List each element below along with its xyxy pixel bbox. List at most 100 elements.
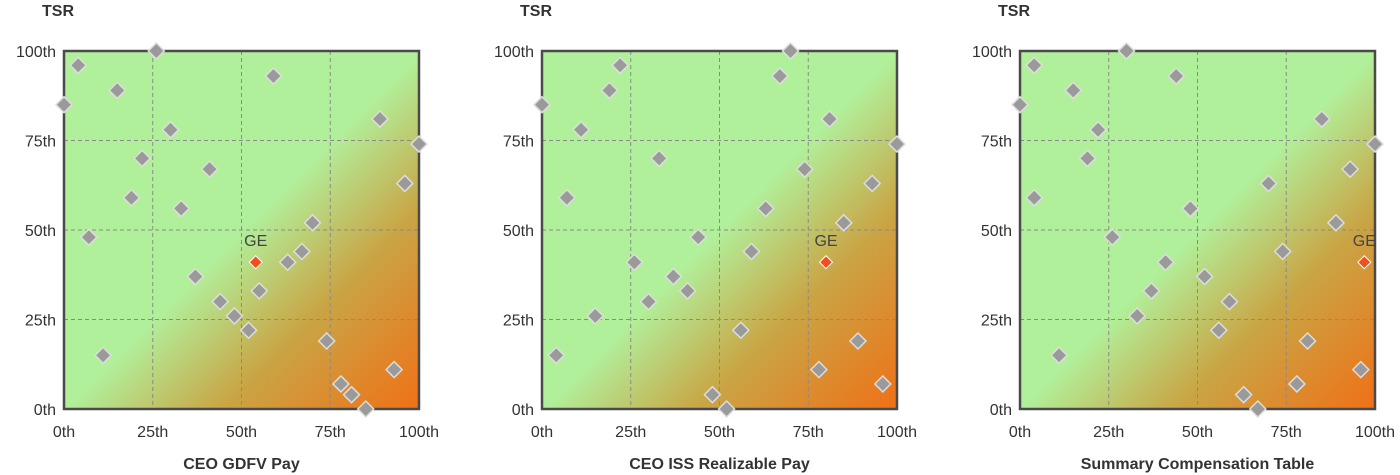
data-point	[1234, 385, 1253, 404]
data-point	[1259, 174, 1278, 193]
data-point	[93, 346, 113, 365]
highlight-label: GE	[814, 233, 837, 250]
data-point	[342, 385, 361, 404]
data-point	[54, 95, 74, 114]
x-tick-label: 75th	[1271, 424, 1302, 441]
data-point	[1209, 321, 1228, 340]
data-point	[239, 321, 258, 340]
data-point	[887, 135, 907, 154]
data-point	[1167, 66, 1186, 86]
data-point	[133, 149, 152, 168]
data-point	[1298, 331, 1317, 351]
data-point	[1156, 253, 1175, 272]
chart-iss: TSR 0th 25th 50th 75th 100th 0th 25th 50th 75th 10…	[494, 3, 917, 473]
data-point	[731, 321, 750, 340]
data-point	[717, 399, 736, 419]
data-point	[781, 41, 800, 61]
data-point	[571, 120, 591, 139]
data-point	[69, 56, 88, 75]
data-point	[625, 253, 644, 272]
chart-panel-gdfv: TSR 0th 25th 50th 75th 100th 0th 25th 50th 75th 10…	[0, 0, 466, 475]
data-point	[1220, 292, 1239, 311]
x-tick-label: 75th	[315, 424, 346, 441]
chart-panel-iss: TSR 0th 25th 50th 75th 100th 0th 25th 50th 75th 10…	[478, 0, 944, 475]
data-point	[1103, 228, 1122, 247]
data-point	[770, 66, 789, 86]
x-axis-title: CEO ISS Realizable Pay	[629, 456, 810, 473]
y-tick-label: 50th	[981, 223, 1012, 240]
data-point	[303, 213, 322, 232]
data-point	[1078, 149, 1097, 168]
data-point	[161, 120, 180, 139]
plot-frame	[1018, 49, 1377, 411]
y-axis-title: TSR	[998, 3, 1030, 20]
data-point	[108, 81, 127, 100]
data-point	[278, 253, 297, 272]
y-tick-label: 75th	[503, 134, 534, 151]
data-point	[795, 160, 814, 179]
highlight-point	[818, 255, 834, 270]
data-point	[532, 95, 552, 114]
highlight-point	[248, 255, 263, 270]
data-point	[1248, 399, 1267, 419]
x-tick-label: 50th	[704, 424, 735, 441]
data-point	[1351, 360, 1370, 379]
data-point	[1010, 95, 1030, 114]
y-axis-title: TSR	[520, 3, 552, 20]
data-point	[1089, 120, 1108, 139]
data-point	[172, 199, 191, 218]
y-axis-title: TSR	[42, 3, 74, 20]
data-point	[1064, 81, 1083, 100]
data-point	[1273, 242, 1292, 261]
data-point	[756, 199, 775, 218]
y-tick-label: 75th	[981, 134, 1012, 151]
y-tick-label: 50th	[25, 223, 56, 240]
data-point	[809, 360, 828, 379]
y-tick-label: 100th	[494, 44, 534, 61]
data-point	[317, 331, 336, 351]
x-tick-label: 0th	[1009, 424, 1031, 441]
y-tick-label: 0th	[990, 402, 1012, 419]
x-axis-title: Summary Compensation Table	[1081, 456, 1315, 473]
data-point	[200, 160, 219, 179]
x-tick-label: 25th	[137, 424, 168, 441]
data-point	[370, 109, 390, 129]
data-point	[79, 228, 98, 247]
chart-panel-sct: TSR 0th 25th 50th 75th 100th 0th 25th 50th 75th 10…	[956, 0, 1400, 475]
y-tick-label: 100th	[16, 44, 56, 61]
data-point	[742, 242, 761, 261]
data-point	[557, 188, 576, 207]
y-tick-label: 25th	[25, 313, 56, 330]
y-tick-label: 100th	[972, 44, 1012, 61]
data-point	[678, 281, 697, 300]
data-point	[611, 56, 630, 75]
highlight-point	[1357, 255, 1372, 270]
data-point	[1312, 109, 1331, 129]
data-point	[264, 66, 283, 86]
x-tick-label: 50th	[1182, 424, 1213, 441]
data-point	[1287, 374, 1306, 394]
data-point	[863, 174, 882, 193]
y-tick-label: 75th	[25, 134, 56, 151]
data-point	[250, 281, 269, 300]
x-tick-label: 0th	[53, 424, 75, 441]
data-point	[1181, 199, 1200, 218]
chart-gdfv: TSR 0th 25th 50th 75th 100th 0th 25th 50th 75th 10…	[16, 3, 439, 473]
data-point	[820, 109, 839, 129]
data-point	[1117, 41, 1136, 61]
data-point	[186, 267, 205, 286]
data-point	[395, 174, 414, 193]
y-tick-label: 50th	[503, 223, 534, 240]
data-point	[1025, 56, 1044, 75]
highlight-label: GE	[1353, 233, 1376, 250]
x-tick-label: 50th	[226, 424, 257, 441]
x-tick-label: 25th	[615, 424, 646, 441]
data-point	[331, 374, 350, 394]
data-point	[147, 41, 166, 61]
data-point	[664, 267, 683, 286]
data-point	[385, 360, 404, 379]
data-point	[292, 242, 311, 261]
data-point	[1025, 188, 1044, 207]
data-point	[356, 399, 375, 419]
data-point	[1195, 267, 1214, 286]
